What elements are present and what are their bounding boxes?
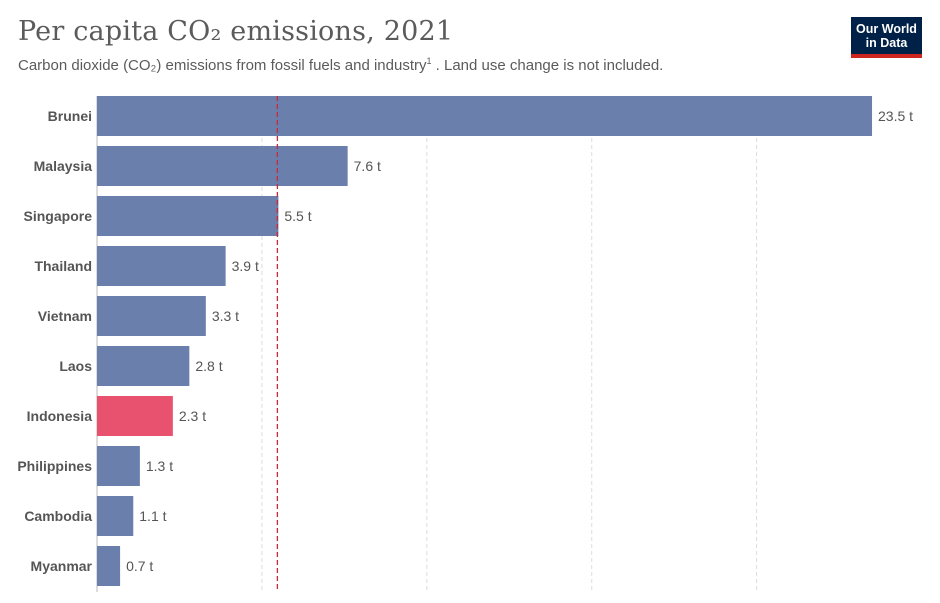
value-label-malaysia: 7.6 t	[354, 158, 381, 174]
bars: Brunei 23.5 t Malaysia 7.6 t Singapore 5.5 t T…	[17, 96, 913, 586]
category-label-indonesia[interactable]: Indonesia	[27, 408, 93, 424]
bar-thailand[interactable]	[97, 246, 226, 286]
category-label-laos[interactable]: Laos	[59, 358, 92, 374]
value-label-myanmar: 0.7 t	[126, 558, 153, 574]
bar-laos[interactable]	[97, 346, 190, 386]
subtitle-main: Carbon dioxide (CO₂) emissions from foss…	[18, 57, 427, 74]
chart-subtitle: Carbon dioxide (CO₂) emissions from foss…	[18, 56, 663, 74]
value-label-thailand: 3.9 t	[232, 258, 259, 274]
logo-line-1: Our World	[856, 22, 917, 36]
category-label-malaysia[interactable]: Malaysia	[34, 158, 93, 174]
subtitle-rest: . Land use change is not included.	[431, 57, 664, 74]
bar-indonesia[interactable]	[97, 396, 173, 436]
category-label-cambodia[interactable]: Cambodia	[24, 508, 92, 524]
value-label-brunei: 23.5 t	[878, 108, 913, 124]
logo-line-2: in Data	[865, 36, 908, 50]
bar-vietnam[interactable]	[97, 296, 206, 336]
value-label-indonesia: 2.3 t	[179, 408, 206, 424]
bar-myanmar[interactable]	[97, 546, 121, 586]
category-label-philippines[interactable]: Philippines	[17, 458, 92, 474]
category-label-myanmar[interactable]: Myanmar	[31, 558, 93, 574]
value-label-cambodia: 1.1 t	[139, 508, 166, 524]
bar-singapore[interactable]	[97, 196, 279, 236]
category-label-thailand[interactable]: Thailand	[34, 258, 92, 274]
chart-title: Per capita CO₂ emissions, 2021	[18, 16, 454, 47]
category-label-singapore[interactable]: Singapore	[24, 208, 93, 224]
value-label-philippines: 1.3 t	[146, 458, 173, 474]
value-label-laos: 2.8 t	[195, 358, 222, 374]
bar-cambodia[interactable]	[97, 496, 134, 536]
category-label-brunei[interactable]: Brunei	[48, 108, 92, 124]
value-label-vietnam: 3.3 t	[212, 308, 239, 324]
footnote-marker[interactable]: 1	[426, 56, 432, 66]
value-label-singapore: 5.5 t	[284, 208, 311, 224]
bar-brunei[interactable]	[97, 96, 873, 136]
owid-logo[interactable]: Our World in Data	[851, 17, 922, 58]
category-label-vietnam[interactable]: Vietnam	[38, 308, 92, 324]
bar-philippines[interactable]	[97, 446, 140, 486]
bar-malaysia[interactable]	[97, 146, 348, 186]
